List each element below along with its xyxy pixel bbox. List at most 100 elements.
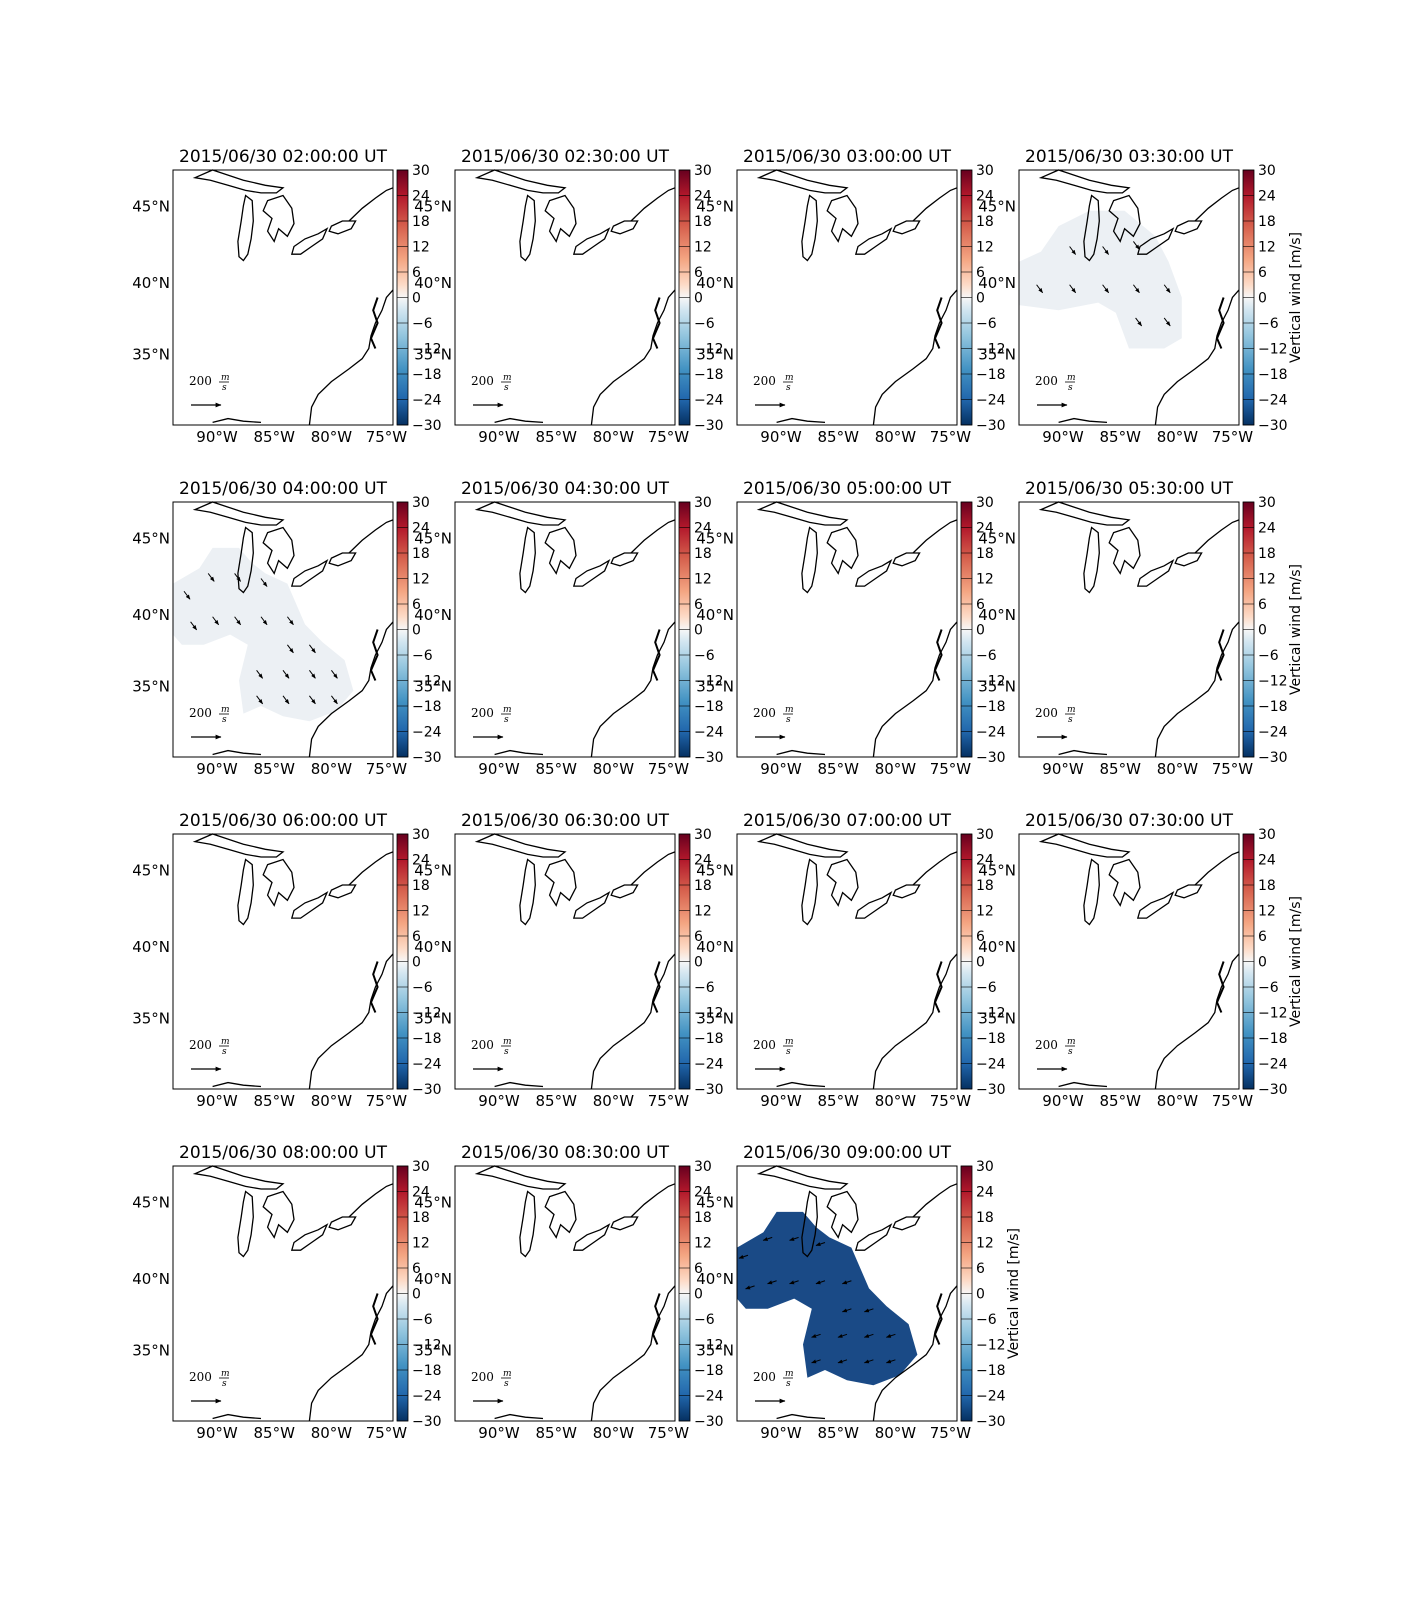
colorbar-tick-label: 12 xyxy=(694,904,712,920)
colorbar-tick-label: −6 xyxy=(412,980,433,996)
map-background xyxy=(1019,502,1239,757)
map-frame xyxy=(1018,833,1240,1090)
map-background xyxy=(737,170,957,425)
lon-tick-label: 75°W xyxy=(1212,428,1254,446)
map-frame xyxy=(454,833,676,1090)
colorbar-tick-label: −12 xyxy=(694,1006,724,1022)
colorbar-tick-label: −18 xyxy=(412,1031,442,1047)
chesapeake-coastline xyxy=(651,961,661,1013)
colorbar-tick-label: 0 xyxy=(694,623,703,639)
lon-tick-label: 90°W xyxy=(478,1424,520,1442)
lake-huron xyxy=(1108,194,1141,243)
lake-superior xyxy=(474,169,567,194)
lon-tick-label: 90°W xyxy=(760,428,802,446)
scale-unit-num: m xyxy=(785,1037,794,1047)
colorbar-tick-label: 6 xyxy=(694,597,703,613)
chesapeake-coastline xyxy=(369,1293,379,1345)
lat-tick-label: 35°N xyxy=(132,1010,170,1028)
lat-tick-label: 40°N xyxy=(978,274,1016,292)
lon-tick-label: 80°W xyxy=(593,428,635,446)
lon-tick-label: 85°W xyxy=(1099,428,1141,446)
chesapeake-coastline xyxy=(1215,297,1225,349)
colorbar-tick-label: −24 xyxy=(694,725,724,741)
scale-value: 200 xyxy=(753,374,776,388)
lon-tick-label: 90°W xyxy=(196,1424,238,1442)
scale-key-label: 200 xyxy=(471,1370,494,1384)
lake-superior xyxy=(1038,169,1131,194)
scale-unit-num: m xyxy=(221,705,230,715)
lat-tick-label: 45°N xyxy=(414,862,452,880)
lake-huron xyxy=(544,526,577,575)
lon-tick-label: 90°W xyxy=(760,1092,802,1110)
map-frame xyxy=(454,169,676,426)
lake-erie xyxy=(290,559,329,587)
lake-huron xyxy=(262,526,295,575)
lat-tick-label: 40°N xyxy=(978,606,1016,624)
st-lawrence-coastline xyxy=(912,187,958,222)
scale-value: 200 xyxy=(189,374,212,388)
colorbar-tick-label: −30 xyxy=(976,750,1006,766)
colorbar-tick-label: −30 xyxy=(412,1414,442,1430)
scale-key-label: 200 xyxy=(753,706,776,720)
map-frame xyxy=(736,833,958,1090)
colorbar-tick-label: −30 xyxy=(694,1414,724,1430)
lake-superior xyxy=(1038,833,1131,858)
lat-tick-label: 35°N xyxy=(978,1010,1016,1028)
lat-tick-label: 45°N xyxy=(978,530,1016,548)
colorbar-tick-label: 6 xyxy=(694,265,703,281)
lat-tick-label: 45°N xyxy=(132,862,170,880)
lon-tick-label: 75°W xyxy=(648,428,690,446)
wind-vector-arrow xyxy=(815,1242,826,1246)
colorbar-tick-label: −18 xyxy=(1258,367,1288,383)
lake-michigan xyxy=(519,858,536,926)
colorbar-tick-label: −18 xyxy=(412,367,442,383)
scale-key-label: 200 xyxy=(189,374,212,388)
colorbar-tick-label: 24 xyxy=(412,521,430,537)
lake-michigan xyxy=(1083,526,1100,594)
map-frame xyxy=(172,833,394,1090)
scale-unit-den: s xyxy=(222,715,227,725)
colorbar-tick-label: −12 xyxy=(412,1006,442,1022)
scale-unit-num: m xyxy=(785,705,794,715)
scale-key-label: 200 xyxy=(189,706,212,720)
colorbar-tick-label: 24 xyxy=(976,189,994,205)
colorbar-tick-label: −30 xyxy=(1258,418,1288,434)
lon-tick-label: 90°W xyxy=(760,760,802,778)
colorbar-tick-label: −12 xyxy=(976,342,1006,358)
lon-tick-label: 80°W xyxy=(593,760,635,778)
lat-tick-label: 35°N xyxy=(132,1342,170,1360)
scale-key-label: 200 xyxy=(753,1370,776,1384)
colorbar-tick-label: 24 xyxy=(1258,189,1276,205)
colorbar-tick-label: 0 xyxy=(694,1287,703,1303)
scale-key-label: 200 xyxy=(1035,1038,1058,1052)
lake-superior xyxy=(474,833,567,858)
st-lawrence-coastline xyxy=(912,1183,958,1218)
wind-vector-arrow xyxy=(762,1236,773,1241)
lake-huron xyxy=(826,194,859,243)
colorbar-tick-label: −18 xyxy=(976,367,1006,383)
lake-erie xyxy=(290,891,329,919)
lake-ontario xyxy=(328,884,357,899)
colorbar-tick-label: −6 xyxy=(694,316,715,332)
colorbar-tick-label: 24 xyxy=(1258,521,1276,537)
gulf-coastline xyxy=(776,749,826,756)
chesapeake-coastline xyxy=(933,297,943,349)
st-lawrence-coastline xyxy=(912,851,958,886)
colorbar-tick-label: −30 xyxy=(694,418,724,434)
colorbar-tick-label: 6 xyxy=(694,929,703,945)
scale-unit-num: m xyxy=(221,1369,230,1379)
wind-vector-arrow xyxy=(1102,284,1109,294)
wind-vector-arrow xyxy=(745,1285,755,1290)
scale-value: 200 xyxy=(1035,1038,1058,1052)
st-lawrence-coastline xyxy=(348,519,394,554)
lon-tick-label: 75°W xyxy=(1212,760,1254,778)
colorbar-tick-label: −6 xyxy=(412,1312,433,1328)
colorbar-tick-label: 30 xyxy=(976,827,994,843)
lon-tick-label: 90°W xyxy=(478,760,520,778)
map-panel-7: 2015/06/30 05:00:00 UT 45°N 40°N 35°N 90°W 85… xyxy=(696,479,1005,778)
wind-vector-arrow xyxy=(1102,246,1109,255)
lake-superior xyxy=(192,833,285,858)
lake-superior xyxy=(756,833,849,858)
wind-vector-arrow xyxy=(308,695,316,705)
colorbar-tick-label: 18 xyxy=(976,546,994,562)
